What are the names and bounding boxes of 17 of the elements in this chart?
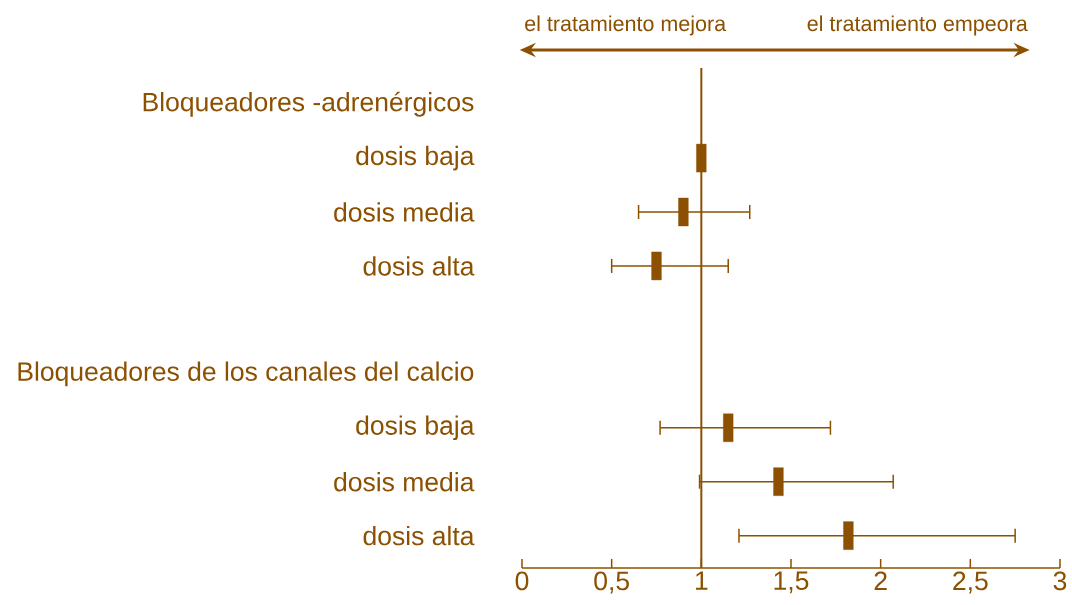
y-tick-label: dosis baja: [356, 415, 475, 441]
y-tick-label: dosis media: [334, 471, 475, 492]
text: el tratamiento mejora: [525, 15, 727, 36]
x-tick-label: 2,5: [953, 571, 988, 594]
x-tick-label: 3: [1053, 571, 1067, 591]
y-tick-label: dosis media: [334, 202, 475, 222]
y-tick-label: Bloqueadores de los canales del calcio: [18, 361, 474, 387]
y-tick-label: Bloqueadores -adrenérgicos: [143, 91, 474, 117]
y-tick-label: dosis alta: [363, 256, 475, 276]
text: el tratamiento empeora: [807, 15, 1028, 36]
x-tick-label: 0,5: [594, 571, 629, 594]
y-tick-label: dosis alta: [363, 525, 475, 546]
x-tick-label: 1: [695, 571, 708, 590]
x-tick-label: 1,5: [774, 571, 809, 594]
x-tick-label: 2: [874, 571, 887, 591]
x-tick-label: 0: [515, 571, 529, 591]
y-tick-label: dosis baja: [356, 145, 475, 171]
